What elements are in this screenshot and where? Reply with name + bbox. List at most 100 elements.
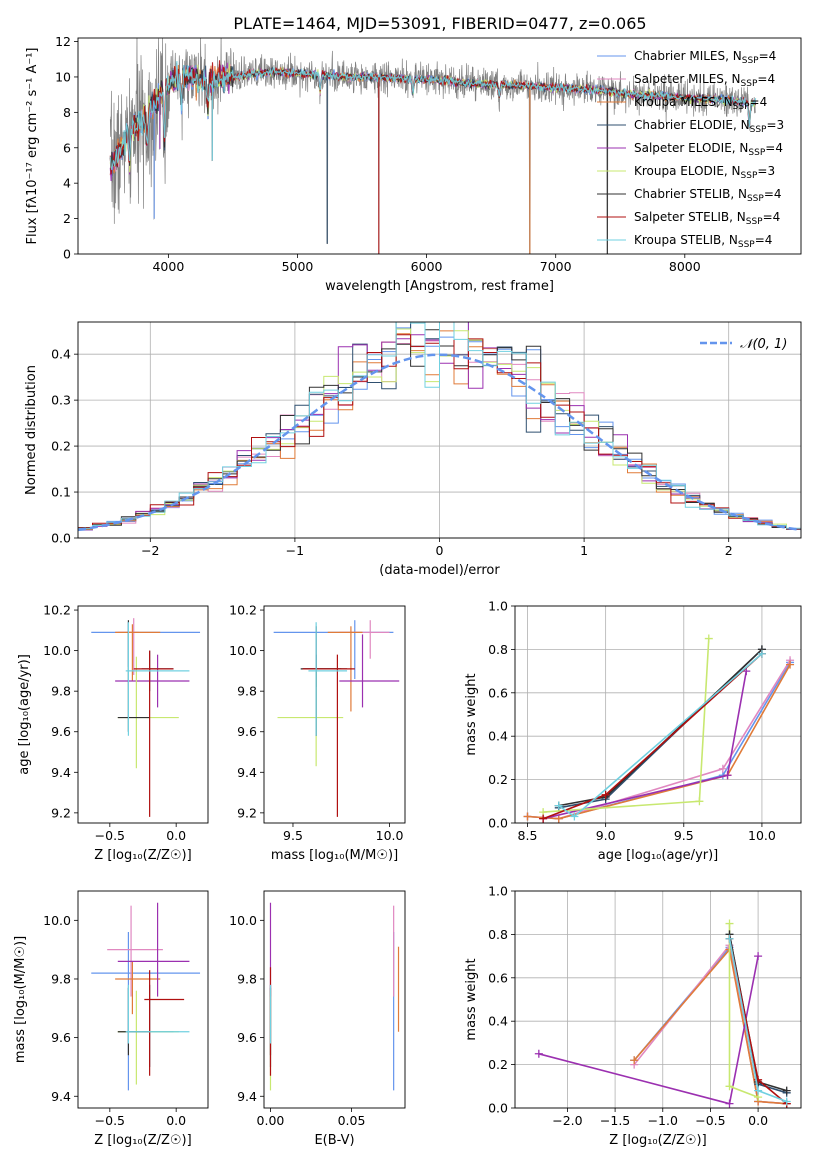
errorbar-point [141, 984, 174, 1067]
y-tick-label: 9.8 [237, 971, 257, 986]
legend-entry: Chabrier MILES, NSSP=4 [634, 49, 776, 66]
y-tick-label: 9.4 [237, 1089, 257, 1104]
panel-mass-weight-vs-age: 8.5 9.0 9.5 10.0 0.0 0.2 0.4 0.6 0.8 1.0 age [log₁… [464, 599, 802, 863]
weight-marker [782, 1097, 791, 1106]
x-tick-label: 6000 [411, 259, 443, 274]
weight-marker [754, 1086, 763, 1095]
y-tick-label: 1.0 [488, 884, 508, 899]
x-tick-label: −1.5 [600, 1113, 630, 1128]
x-tick-label: 4000 [152, 259, 184, 274]
normal-curve [78, 353, 801, 532]
y-tick-label: 0.2 [488, 772, 508, 787]
residual-legend: 𝒩(0, 1) [700, 337, 787, 352]
grid-lines [515, 890, 801, 1109]
y-axis-label: Flux [fλ10⁻¹⁷ erg cm⁻² s⁻¹ A⁻¹] [25, 48, 40, 245]
weight-series-line [527, 661, 791, 820]
x-axis-label: E(B-V) [314, 1133, 354, 1148]
panel-mass-weight-vs-Z: −2.0 −1.5 −1.0 −0.5 0.0 0.0 0.2 0.4 0.6 0.8 1.0 Z [… [464, 884, 802, 1148]
errorbar-point [115, 654, 190, 708]
panel-mass-vs-EBV: 0.00 0.05 9.4 9.6 9.8 10.0 E(B-V) [229, 890, 406, 1148]
y-axis-label: mass weight [464, 958, 479, 1040]
errorbar-point [117, 987, 150, 1056]
weight-marker [725, 919, 734, 928]
axes-frame [263, 605, 406, 824]
y-tick-label: 9.6 [51, 724, 71, 739]
weight-marker [554, 814, 563, 823]
model-spectrum [109, 60, 757, 171]
y-tick-label: 0 [63, 247, 71, 262]
y-tick-label: 0.8 [488, 927, 508, 942]
y-tick-label: 10.0 [229, 913, 257, 928]
y-tick-label: 10.0 [43, 643, 71, 658]
y-tick-label: 9.8 [237, 684, 257, 699]
x-axis-label: Z [log₁₀(Z/Z☉)] [609, 1133, 706, 1148]
y-tick-label: 6 [63, 140, 71, 155]
legend-entry: Salpeter ELODIE, NSSP=4 [634, 141, 783, 158]
plot-area [91, 902, 201, 1091]
x-tick-label: 10.0 [376, 828, 404, 843]
y-tick-label: 0.1 [51, 485, 71, 500]
errorbar-point [125, 984, 190, 1044]
x-axis-label: Z [log₁₀(Z/Z☉)] [94, 848, 191, 863]
y-tick-label: 4 [63, 176, 71, 191]
plot-area [269, 902, 400, 1091]
errorbar-point [91, 622, 201, 667]
legend-entry: Salpeter STELIB, NSSP=4 [634, 210, 780, 227]
legend-entry: Kroupa MILES, NSSP=4 [634, 95, 767, 112]
x-tick-label: 9.5 [283, 828, 303, 843]
y-tick-label: 0.4 [488, 1014, 508, 1029]
errorbar-point [277, 670, 344, 767]
weight-series-line [558, 648, 763, 809]
x-tick-label: 9.0 [596, 828, 616, 843]
weight-marker [725, 1082, 734, 1091]
data-spectrum [109, 38, 756, 254]
weight-marker [786, 660, 795, 669]
y-tick-label: 1.0 [488, 599, 508, 614]
plot-area [91, 618, 201, 817]
errorbar-point [117, 902, 190, 997]
legend-entry: Kroupa ELODIE, NSSP=3 [634, 164, 775, 181]
x-tick-label: 0.0 [166, 1113, 186, 1128]
panels: 4000 5000 6000 7000 8000024681012wavelength … [13, 34, 802, 1148]
x-tick-label: 5000 [282, 259, 314, 274]
y-axis-label: mass weight [464, 673, 479, 755]
errorbar-point [115, 624, 161, 682]
y-tick-label: 0.0 [488, 816, 508, 831]
panel-residuals: −2 −1 0 1 2 0.0 0.1 0.2 0.3 0.4 (data-model)/error… [24, 321, 802, 578]
panel-age-vs-Z: −0.5 0.0 9.2 9.4 9.6 9.8 10.0 10.2 Z [log₁₀(Z/Z☉… [17, 603, 209, 863]
weight-marker [539, 814, 548, 823]
legend-entry: Kroupa STELIB, NSSP=4 [634, 233, 772, 250]
weight-marker [757, 649, 766, 658]
weight-marker [725, 934, 734, 943]
y-tick-label: 10 [55, 69, 71, 84]
y-axis-label: age [log₁₀(age/yr)] [17, 654, 32, 775]
axes-frame [77, 605, 209, 824]
y-tick-label: 10.2 [43, 603, 71, 618]
x-tick-label: 0.05 [338, 1113, 366, 1128]
y-tick-label: 0.0 [488, 1101, 508, 1116]
weight-marker [630, 1056, 639, 1065]
axes-frame [77, 321, 802, 539]
weight-marker [523, 812, 532, 821]
y-axis-label: Normed distribution [24, 365, 39, 495]
y-tick-label: 0.6 [488, 970, 508, 985]
y-tick-label: 9.2 [237, 805, 257, 820]
legend-entry: Salpeter MILES, NSSP=4 [634, 72, 775, 89]
y-tick-label: 0.4 [51, 347, 71, 362]
x-tick-label: 0.0 [748, 1113, 768, 1128]
grid-lines [515, 605, 801, 824]
axes-frame [514, 890, 802, 1109]
y-tick-label: 9.8 [51, 971, 71, 986]
legend-entry: Chabrier ELODIE, NSSP=3 [634, 118, 784, 135]
errorbar-point [339, 620, 390, 659]
legend-entry: Chabrier STELIB, NSSP=4 [634, 187, 782, 204]
weight-marker [695, 797, 704, 806]
y-tick-label: 0.2 [488, 1057, 508, 1072]
x-tick-label: −0.5 [95, 1113, 125, 1128]
plot-area [523, 634, 795, 823]
x-tick-label: −1.0 [648, 1113, 678, 1128]
weight-series-line [527, 659, 791, 820]
weight-marker [601, 790, 610, 799]
x-tick-label: −0.5 [695, 1113, 725, 1128]
y-tick-label: 9.6 [237, 1030, 257, 1045]
